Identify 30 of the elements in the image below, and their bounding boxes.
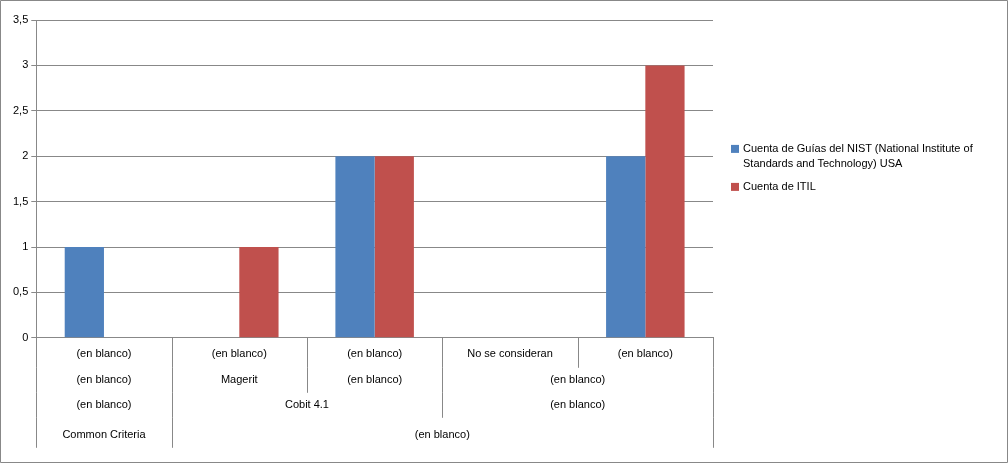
bar [645, 65, 685, 338]
x-tick-label: (en blanco) [617, 347, 673, 360]
x-tick-label: (en blanco) [347, 347, 403, 360]
bar [606, 156, 646, 338]
x-tick-label: (en blanco) [76, 347, 132, 360]
text: (en blanco) [76, 397, 132, 410]
y-tick-label: 2 [22, 149, 29, 162]
text: Magerit [220, 372, 258, 385]
text: Common Criteria [62, 427, 147, 440]
text: (en blanco) [347, 372, 403, 385]
x-tick-label: No se consideran [467, 347, 553, 360]
bar [239, 247, 279, 338]
y-tick-label: 1 [22, 240, 29, 253]
legend-label: Cuenta de Guías del NIST (National Institute of Standards and Technology) USA [743, 141, 974, 169]
y-tick-label: 1,5 [12, 194, 29, 207]
y-tick-label: 3,5 [12, 13, 29, 26]
bar [64, 247, 104, 338]
text: (en blanco) [550, 372, 606, 385]
text: Cobit 4.1 [284, 397, 329, 410]
legend-label: Cuenta de ITIL [743, 179, 816, 192]
bar [335, 156, 375, 338]
bar [374, 156, 414, 338]
y-tick-label: 0,5 [12, 285, 29, 298]
text: (en blanco) [76, 372, 132, 385]
text: (en blanco) [550, 397, 606, 410]
text: (en blanco) [414, 427, 470, 440]
y-tick-label: 2,5 [12, 103, 29, 116]
y-tick-label: 3 [22, 58, 29, 71]
y-tick-label: 0 [22, 330, 29, 343]
x-tick-label: (en blanco) [211, 347, 267, 360]
